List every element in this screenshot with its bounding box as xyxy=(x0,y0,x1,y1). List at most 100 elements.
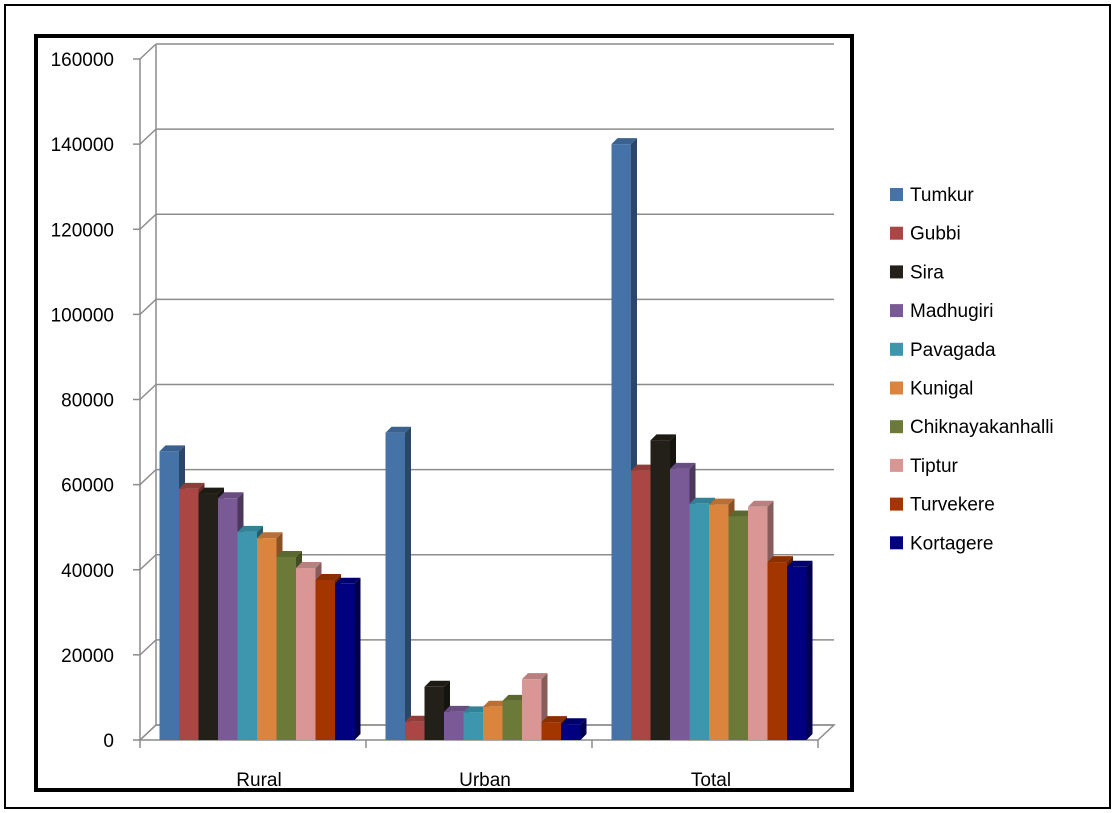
legend-swatch xyxy=(890,304,903,318)
bar-top xyxy=(767,556,793,563)
bar-top xyxy=(179,482,205,489)
gridline-depth xyxy=(139,554,157,571)
bars xyxy=(159,138,813,740)
bar-front xyxy=(463,712,483,740)
bar-front xyxy=(179,488,199,740)
bar-top xyxy=(315,573,341,580)
bar-top xyxy=(650,434,676,441)
legend-item: Gubbi xyxy=(890,224,961,245)
bar-side xyxy=(405,426,411,740)
bar-front xyxy=(611,144,631,740)
x-axis-category-labels: Rural Urban Total xyxy=(236,770,731,791)
bar-front xyxy=(541,722,561,740)
bar-top xyxy=(296,562,322,569)
legend-item: Kunigal xyxy=(890,379,973,400)
y-tick-label: 60000 xyxy=(61,476,114,497)
bar-front xyxy=(767,562,787,740)
bar-top xyxy=(728,510,754,517)
legend-label: Tumkur xyxy=(910,185,974,206)
bar-top xyxy=(631,464,657,471)
bar-top xyxy=(522,673,548,680)
y-tick-label: 20000 xyxy=(61,646,114,667)
legend-swatch xyxy=(890,381,903,395)
bar-side xyxy=(354,577,361,740)
legend-item: Pavagada xyxy=(890,340,996,361)
bar-top xyxy=(257,532,283,539)
bar-front xyxy=(787,566,807,740)
bar-front xyxy=(728,516,748,740)
bar-top xyxy=(385,426,411,433)
bar-front xyxy=(631,470,651,740)
legend-item: Sira xyxy=(890,262,944,283)
bar-top xyxy=(689,497,715,504)
axes xyxy=(133,44,836,748)
bar-top xyxy=(198,487,224,494)
x-category-label: Rural xyxy=(236,770,281,791)
gridline-depth xyxy=(139,383,157,401)
bar-top xyxy=(335,577,361,584)
plot-area-border xyxy=(34,34,854,792)
legend-swatch xyxy=(890,342,903,356)
bar-front xyxy=(748,506,768,740)
bar-front xyxy=(276,556,296,740)
y-axis-tick-labels: 0 20000 40000 60000 80000 100000 120000 140000 1… xyxy=(51,50,114,752)
legend-item: Turvekere xyxy=(890,495,995,516)
bar-top xyxy=(670,462,696,469)
bar-front xyxy=(444,711,464,740)
bar xyxy=(787,560,813,740)
legend-item: Tiptur xyxy=(890,456,959,477)
bar-front xyxy=(561,724,581,740)
bar-top xyxy=(561,718,587,725)
bar-top xyxy=(276,550,302,557)
legend-label: Chiknayakanhalli xyxy=(910,417,1054,438)
gridline-depth xyxy=(139,213,157,230)
legend-label: Kortagere xyxy=(910,533,993,554)
gridline-depth xyxy=(139,298,157,315)
bar-side xyxy=(806,560,813,740)
legend-swatch xyxy=(890,536,903,550)
legend-swatch xyxy=(890,265,903,279)
legend-item: Chiknayakanhalli xyxy=(890,417,1054,438)
y-tick-label: 0 xyxy=(103,731,114,752)
gridline-depth xyxy=(139,128,157,145)
bar xyxy=(335,577,361,740)
x-category-label: Urban xyxy=(459,770,511,791)
legend-swatch xyxy=(890,226,903,240)
legend-label: Turvekere xyxy=(910,495,995,516)
legend-item: Kortagere xyxy=(890,533,993,554)
bar-front xyxy=(670,468,690,740)
legend-label: Sira xyxy=(910,262,944,283)
legend-label: Madhugiri xyxy=(910,301,993,322)
bar-front xyxy=(650,440,670,740)
legend-label: Kunigal xyxy=(910,379,973,400)
bar-top xyxy=(218,492,244,499)
bar-side xyxy=(580,718,587,740)
legend-swatch xyxy=(890,188,903,201)
bar-front xyxy=(483,706,503,740)
bar xyxy=(561,718,587,740)
bar-top xyxy=(483,700,509,707)
bar-top xyxy=(502,694,528,701)
bar-front xyxy=(315,579,335,740)
bar-front xyxy=(522,679,542,740)
bar-top xyxy=(444,705,470,712)
legend-label: Pavagada xyxy=(910,340,996,361)
legend-swatch xyxy=(890,420,903,434)
bar-front xyxy=(335,583,355,740)
bar-top xyxy=(405,715,431,722)
bar-top xyxy=(463,706,489,713)
gridline-depth xyxy=(139,639,157,656)
bar-top xyxy=(709,498,735,505)
bar-front xyxy=(502,700,522,740)
chart-outer-border xyxy=(4,4,1111,809)
bar-top xyxy=(159,445,185,452)
bar-front xyxy=(257,538,277,740)
bar-front xyxy=(385,432,405,740)
x-category-label: Total xyxy=(691,770,731,791)
bar-top xyxy=(787,560,813,567)
bar-front xyxy=(689,503,709,740)
y-tick-label: 160000 xyxy=(51,50,114,71)
bar-front xyxy=(424,686,444,740)
bar-top xyxy=(424,680,450,687)
